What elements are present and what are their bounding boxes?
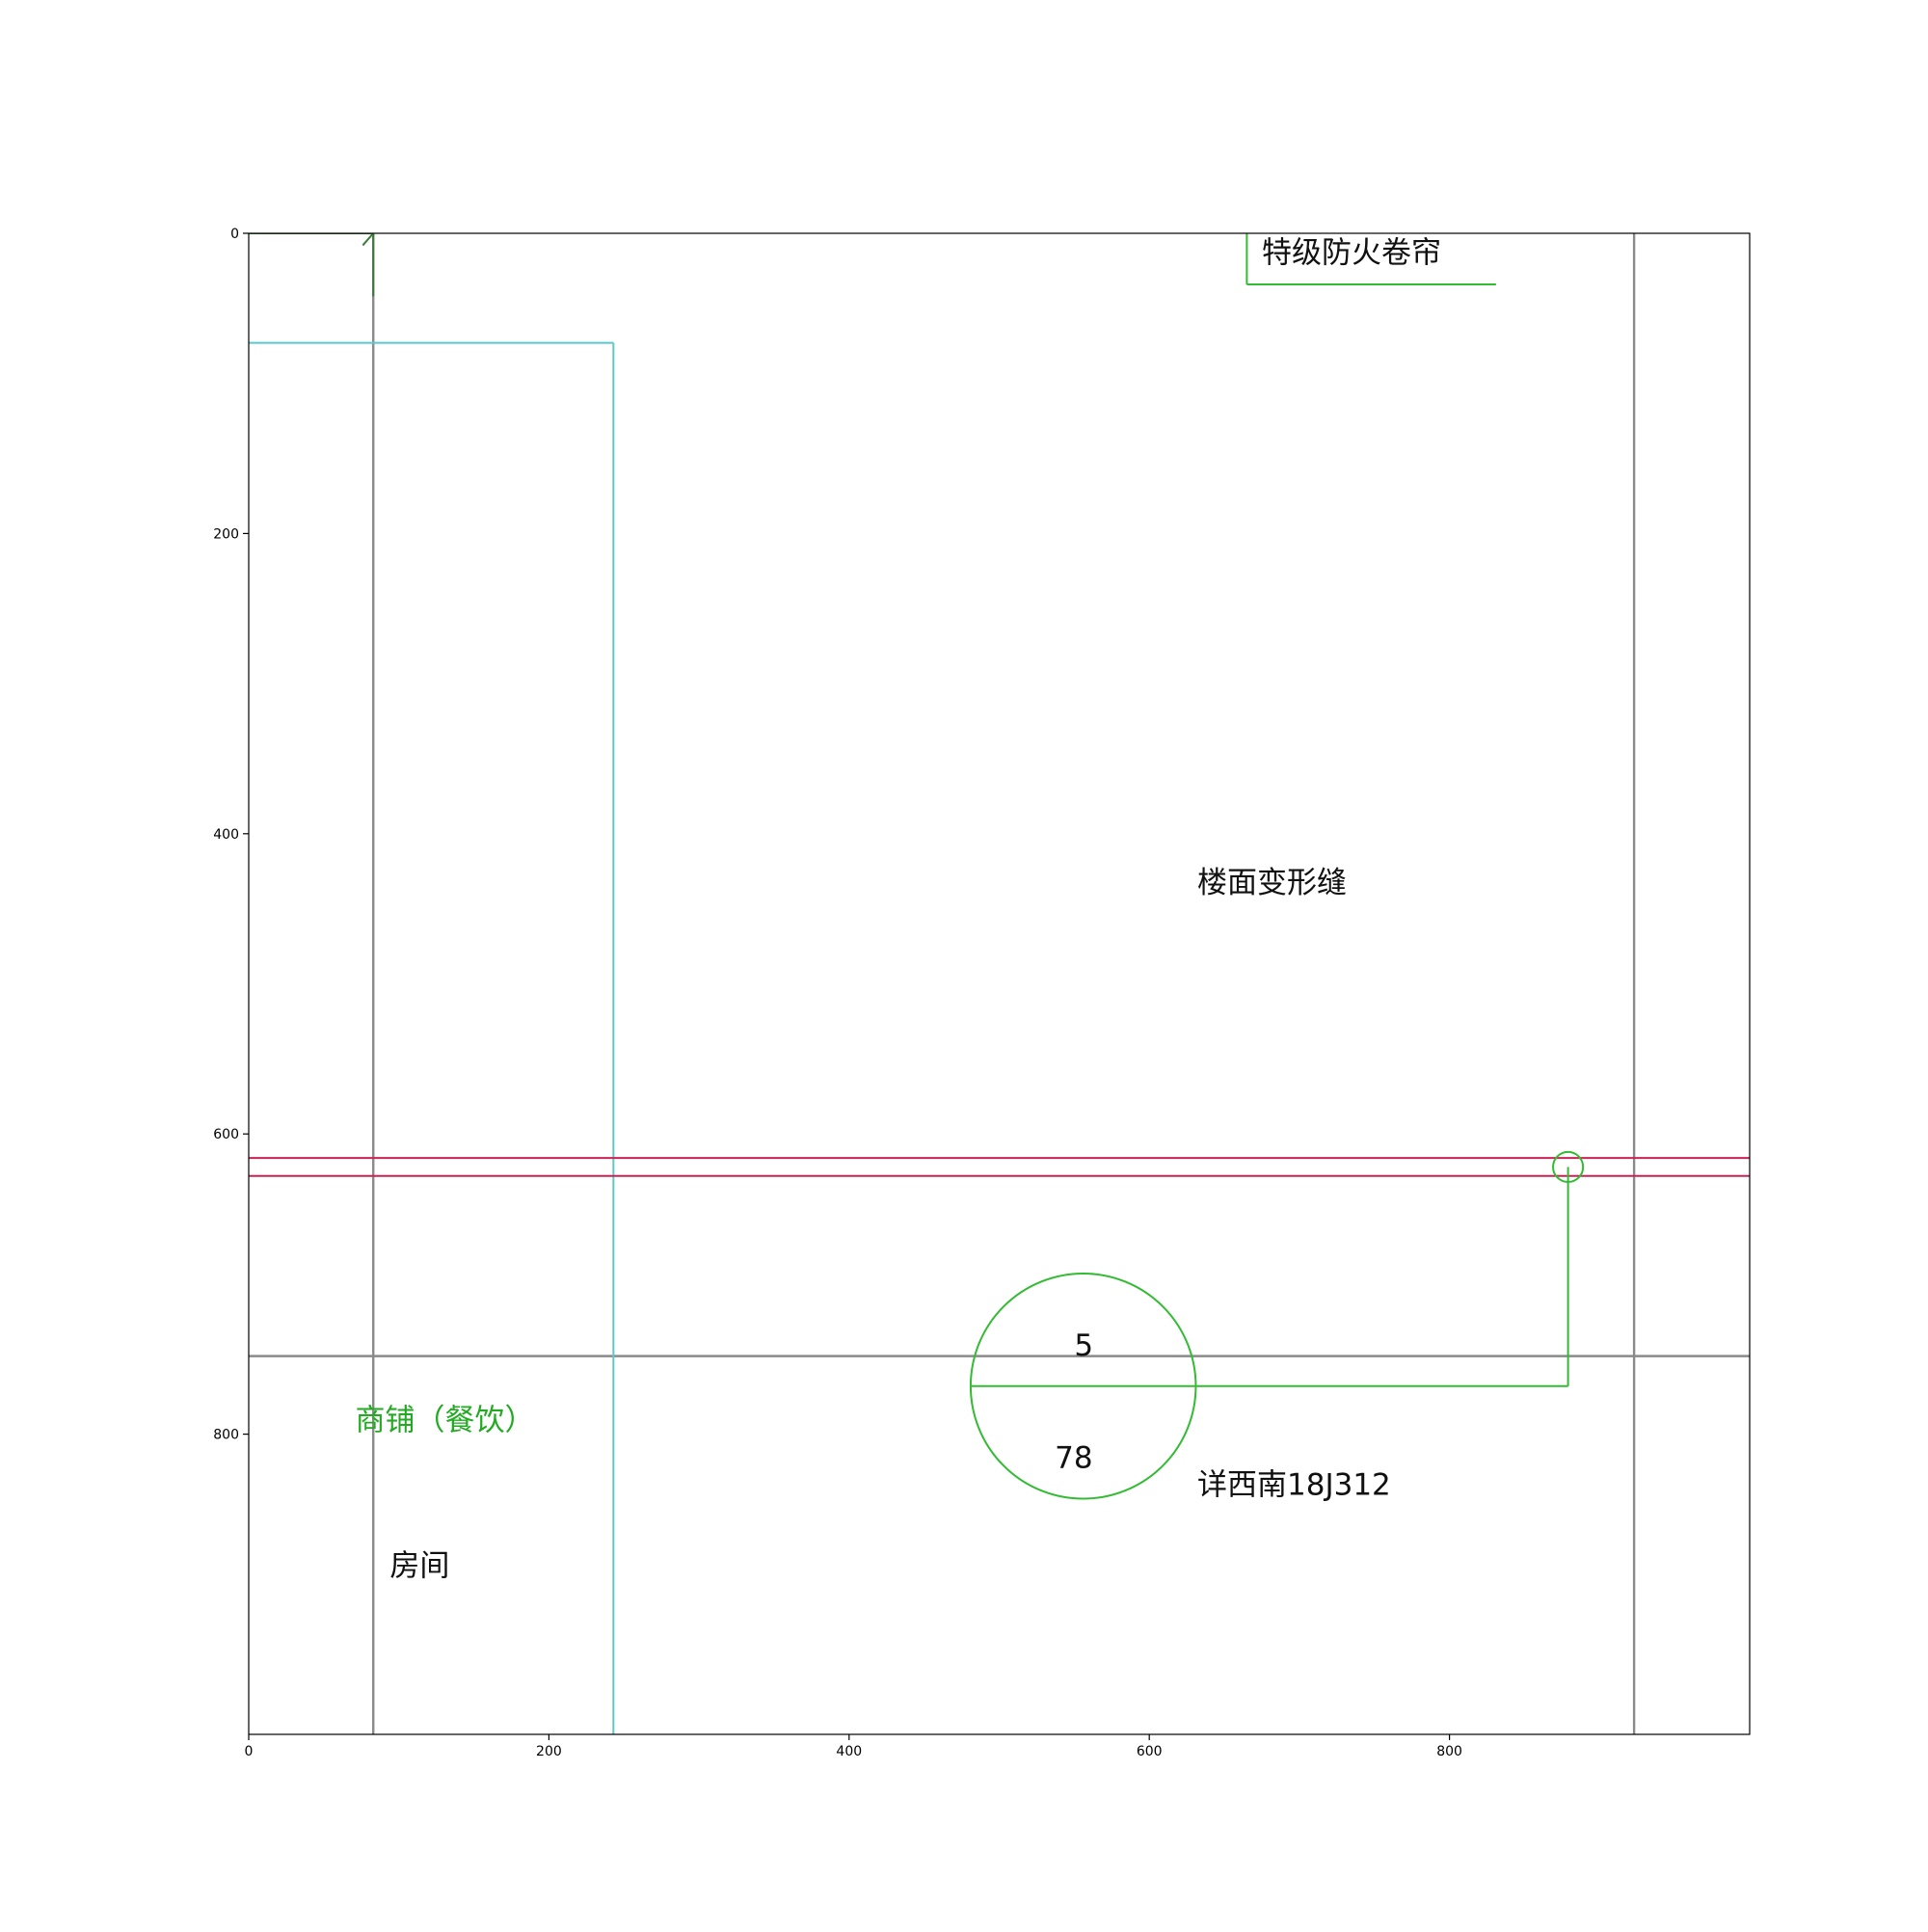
y-tick-label: 600 [213, 1127, 239, 1142]
x-tick-label: 200 [536, 1744, 562, 1759]
detail-circle [969, 1273, 1197, 1500]
y-tick-label: 800 [213, 1428, 239, 1443]
detail-top-number: 5 [1074, 1328, 1093, 1363]
room-label: 房间 [389, 1549, 449, 1584]
floor-joint-label: 楼面变形缝 [1197, 866, 1347, 900]
x-tick-label: 400 [836, 1744, 862, 1759]
shop-label: 商铺（餐饮） [356, 1404, 535, 1438]
x-tick-label: 600 [1137, 1744, 1163, 1759]
leader-circle [1552, 1150, 1585, 1184]
y-tick-label: 200 [213, 526, 239, 542]
x-tick-label: 800 [1436, 1744, 1462, 1759]
x-tick-label: 0 [245, 1744, 254, 1759]
y-tick-label: 0 [230, 227, 239, 242]
axes-frame [248, 232, 1751, 1735]
y-tick-label: 400 [213, 827, 239, 843]
fire-shutter-label: 特级防火卷帘 [1262, 235, 1441, 270]
axis-ticks: 0 200 400 600 800 0 200 400 600 800 [213, 227, 1462, 1759]
arrow-head [362, 233, 374, 247]
detail-ref-label: 详西南18J312 [1197, 1468, 1391, 1503]
detail-bottom-number: 78 [1055, 1441, 1092, 1476]
